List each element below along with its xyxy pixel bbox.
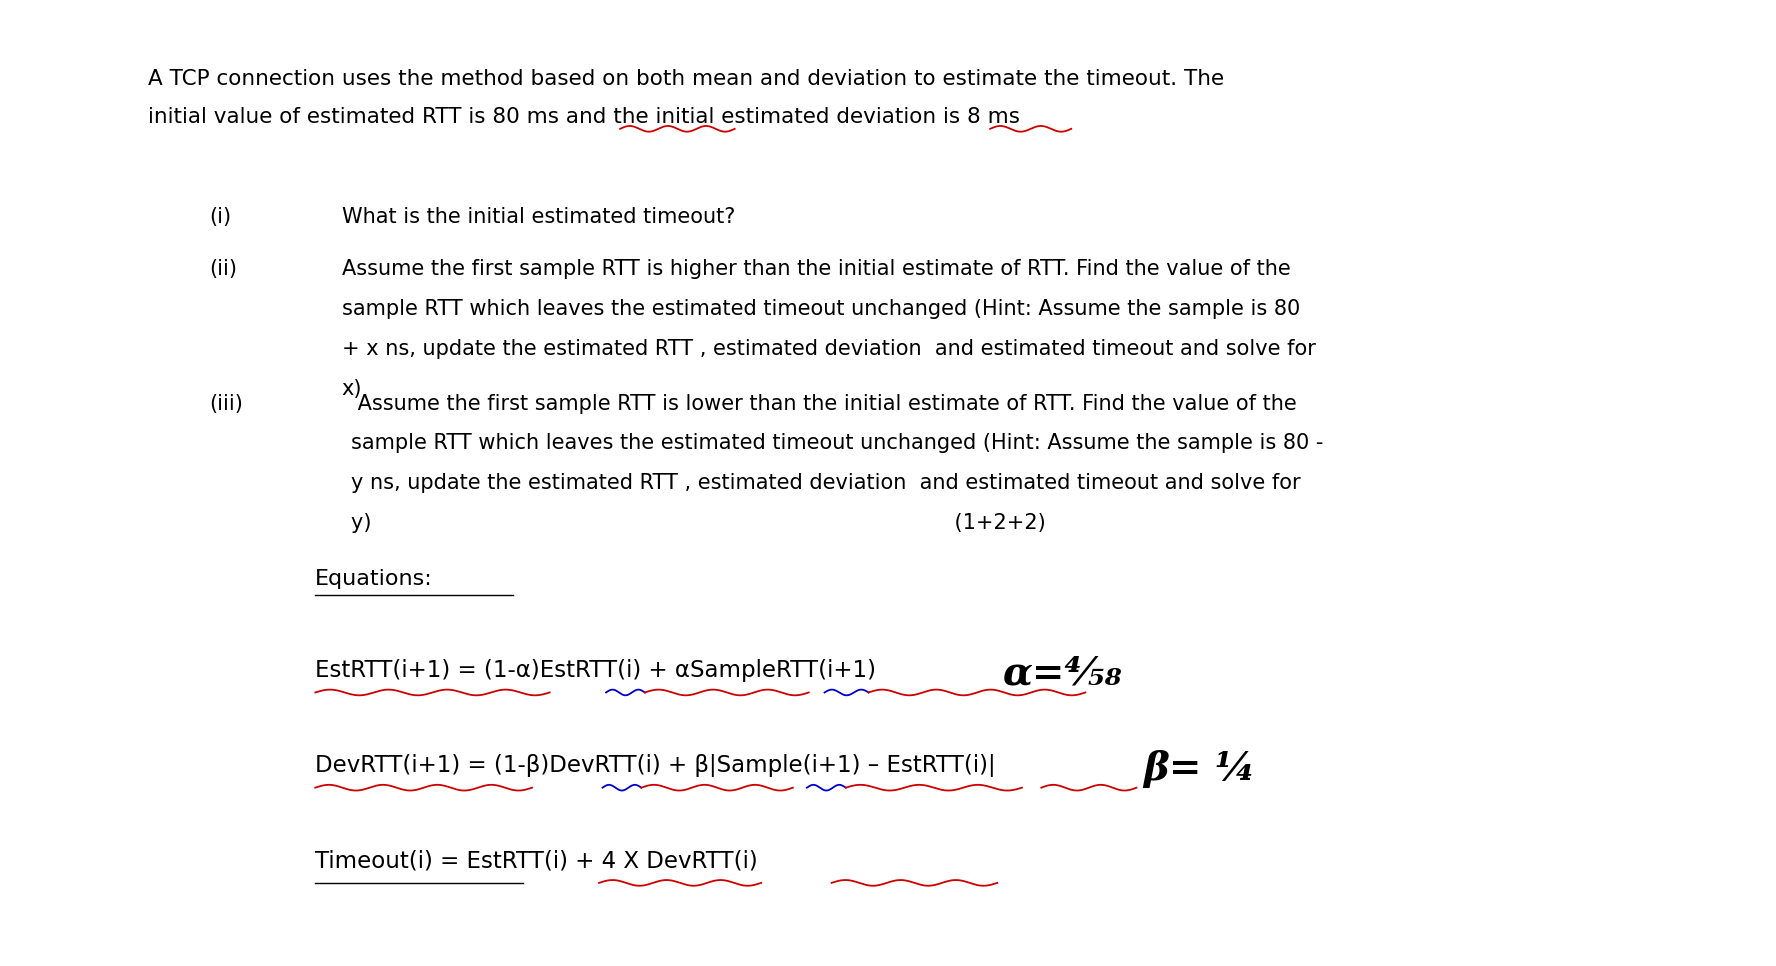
Text: sample RTT which leaves the estimated timeout unchanged (Hint: Assume the sample: sample RTT which leaves the estimated ti… xyxy=(350,434,1323,453)
Text: x): x) xyxy=(341,380,362,399)
Text: Assume the first sample RTT is lower than the initial estimate of RTT. Find the : Assume the first sample RTT is lower tha… xyxy=(350,393,1296,413)
Text: (i): (i) xyxy=(210,207,231,227)
Text: Equations:: Equations: xyxy=(316,569,433,588)
Text: initial value of estimated RTT is 80 ms and the initial estimated deviation is 8: initial value of estimated RTT is 80 ms … xyxy=(147,107,1019,127)
Text: Assume the first sample RTT is higher than the initial estimate of RTT. Find the: Assume the first sample RTT is higher th… xyxy=(341,259,1291,279)
Text: sample RTT which leaves the estimated timeout unchanged (Hint: Assume the sample: sample RTT which leaves the estimated ti… xyxy=(341,299,1300,319)
Text: (iii): (iii) xyxy=(210,393,243,413)
Text: (ii): (ii) xyxy=(210,259,238,279)
Text: What is the initial estimated timeout?: What is the initial estimated timeout? xyxy=(341,207,735,227)
Text: Timeout(i) = EstRTT(i) + 4 X DevRTT(i): Timeout(i) = EstRTT(i) + 4 X DevRTT(i) xyxy=(316,849,758,872)
Text: + x ns, update the estimated RTT , estimated deviation  and estimated timeout an: + x ns, update the estimated RTT , estim… xyxy=(341,339,1316,359)
Text: β= ¼: β= ¼ xyxy=(1144,750,1256,787)
Text: DevRTT(i+1) = (1-β)DevRTT(i) + β|Sample(i+1) – EstRTT(i)|: DevRTT(i+1) = (1-β)DevRTT(i) + β|Sample(… xyxy=(316,754,996,778)
Text: EstRTT(i+1) = (1-α)EstRTT(i) + αSampleRTT(i+1): EstRTT(i+1) = (1-α)EstRTT(i) + αSampleRT… xyxy=(316,659,876,682)
Text: α=⅘₈: α=⅘₈ xyxy=(1002,654,1122,693)
Text: A TCP connection uses the method based on both mean and deviation to estimate th: A TCP connection uses the method based o… xyxy=(147,69,1224,89)
Text: y ns, update the estimated RTT , estimated deviation  and estimated timeout and : y ns, update the estimated RTT , estimat… xyxy=(350,473,1300,494)
Text: y)                                                                              : y) xyxy=(350,514,1046,533)
